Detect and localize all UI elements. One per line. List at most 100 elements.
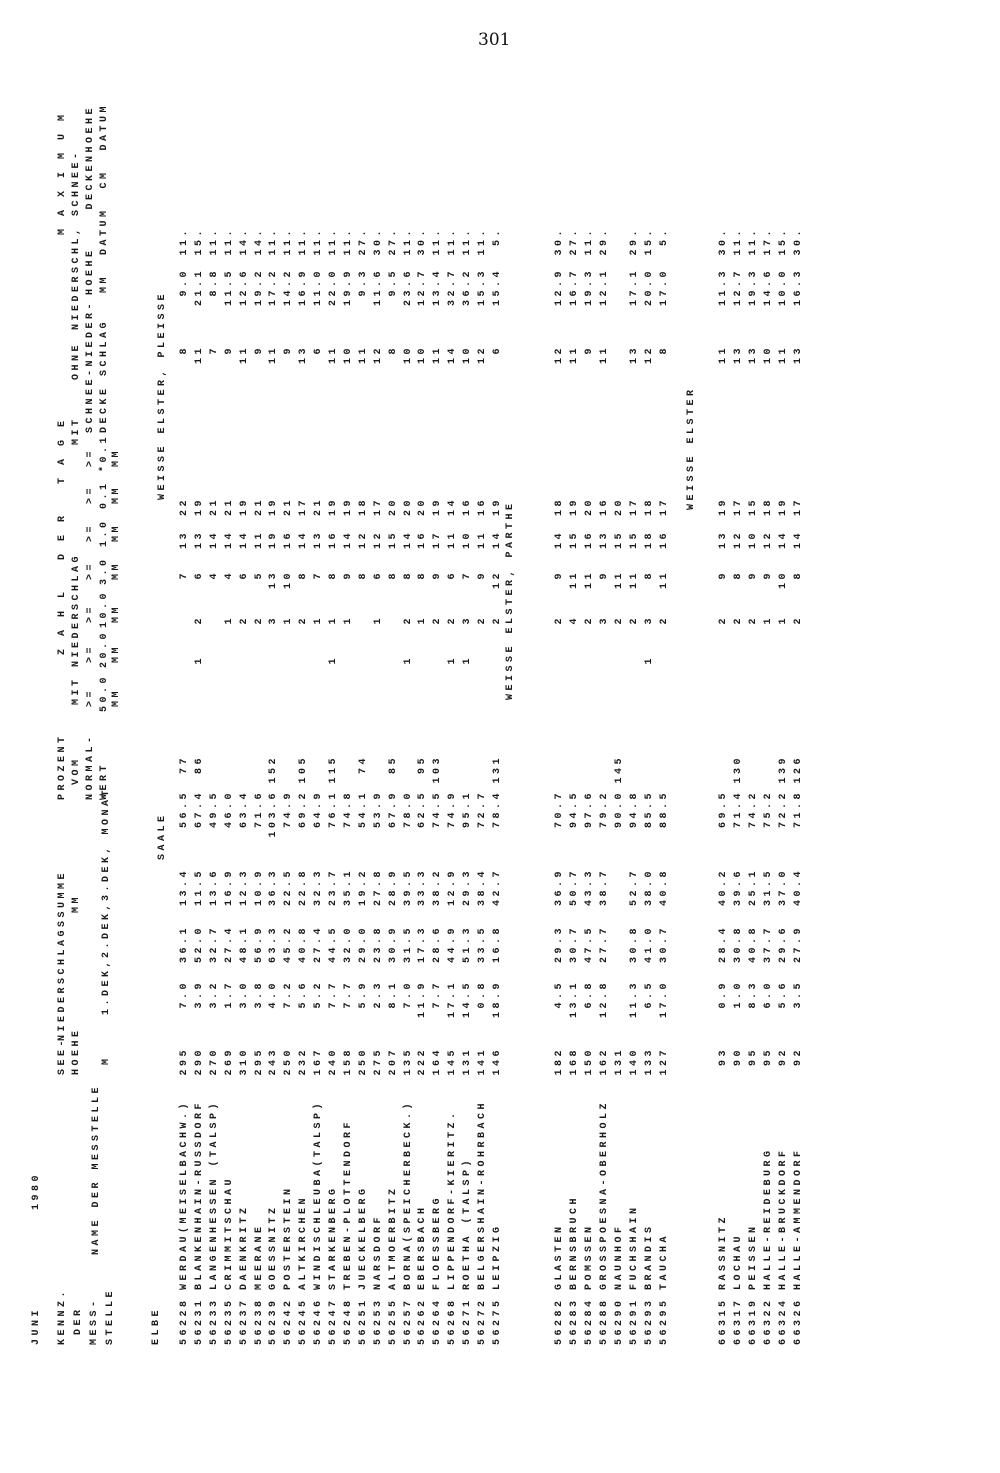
days-header-ohne: OHNE — [71, 341, 82, 380]
height-header-2: HOEHE — [71, 1027, 82, 1075]
threshold-val-6: *0.1 — [99, 433, 110, 472]
station-id: 56283 — [569, 1297, 580, 1345]
days-without-snow: 8 — [179, 345, 190, 355]
sum-decade-3: 36.9 — [554, 868, 565, 907]
station-height: 250 — [357, 1047, 369, 1076]
station-id: 56247 — [328, 1297, 339, 1345]
page-number: 301 — [478, 30, 511, 50]
days-without-snow: 10 — [342, 345, 354, 365]
id-header-3: MESS- — [89, 1297, 100, 1345]
station-name: BLANKENHAIN-RUSSDORF — [193, 1099, 205, 1290]
days-ge-0-1: 20 — [614, 497, 625, 517]
max-precip-date: 11. — [447, 227, 459, 256]
station-name: GLASTEN — [554, 1223, 565, 1290]
station-name: POMSSEN — [584, 1223, 595, 1290]
station-height: 207 — [387, 1047, 399, 1076]
days-without-snow: 6 — [313, 345, 325, 355]
days-ge-0-1: 19 — [718, 497, 729, 517]
station-id: 66326 — [793, 1297, 804, 1345]
station-name: HALLE-REIDEBURG — [763, 1147, 774, 1290]
max-precip-date: 11. — [462, 227, 474, 256]
max-precip-date: 29. — [599, 227, 610, 256]
threshold-val-4: 1.0 — [99, 518, 110, 547]
group-label-parthe: WEISSE ELSTER, PARTHE — [505, 500, 516, 700]
days-without-snow: 11 — [599, 345, 610, 365]
days-ge-0-1: 19 — [569, 497, 580, 517]
station-height: 232 — [298, 1047, 310, 1076]
sum-decade-3: 40.4 — [793, 868, 804, 907]
days-ge-0-1: 21 — [223, 497, 235, 517]
group-label-pleisse: WEISSE ELSTER, PLEISSE — [157, 290, 168, 500]
station-height: 127 — [659, 1047, 670, 1076]
sum-decade-3: 22.8 — [298, 868, 310, 907]
sum-month: 74.9 — [447, 790, 459, 829]
station-name: HALLE-AMMENDORF — [793, 1147, 804, 1290]
station-id: 66319 — [748, 1297, 759, 1345]
station-id: 56255 — [387, 1297, 399, 1345]
station-id: 56268 — [447, 1297, 459, 1345]
station-id: 56237 — [238, 1297, 250, 1345]
max-precip-date: 27. — [357, 227, 369, 256]
station-id: 56245 — [298, 1297, 310, 1345]
station-name: TAUCHA — [659, 1232, 670, 1290]
threshold-ge-4: >= — [85, 522, 96, 542]
days-without-snow: 11 — [268, 345, 280, 365]
station-height: 95 — [763, 1047, 774, 1067]
station-id: 56246 — [313, 1297, 325, 1345]
station-id: 56271 — [462, 1297, 474, 1345]
station-id: 56253 — [372, 1297, 384, 1345]
station-name: CRIMMITSCHAU — [223, 1175, 235, 1290]
station-name: GOESSNITZ — [268, 1204, 280, 1290]
days-without-snow: 12 — [477, 345, 488, 365]
sum-decade-3: 28.9 — [387, 868, 399, 907]
days-without-snow: 7 — [208, 345, 220, 355]
days-ge-0-1: 19 — [342, 497, 354, 517]
percent-of-normal: 95 — [417, 755, 429, 775]
days-ge-0-1: 19 — [491, 497, 503, 517]
days-without-snow: 9 — [253, 345, 265, 355]
days-ge-0-1: 17 — [733, 497, 744, 517]
sum-month: 79.2 — [599, 790, 610, 829]
sum-decade-3: 38.2 — [432, 868, 444, 907]
station-height: 275 — [372, 1047, 384, 1076]
threshold-ge-6: >= — [85, 447, 96, 467]
threshold-ge-0: >= — [85, 687, 96, 707]
sum-month: 74.2 — [748, 790, 759, 829]
sum-month: 95.1 — [462, 790, 474, 829]
station-id: 66324 — [778, 1297, 789, 1345]
station-name: MEERANE — [253, 1223, 265, 1290]
days-ge-0-1: 21 — [208, 497, 220, 517]
station-name: BORNA(SPEICHERBECK.) — [402, 1099, 414, 1290]
sum-header-decades: 1.DEK,2.DEK,3.DEK, MONAT — [101, 786, 112, 1015]
days-without-snow: 12 — [372, 345, 384, 365]
days-without-snow: 9 — [283, 345, 295, 355]
sum-decade-3: 38.4 — [477, 868, 488, 907]
station-id: 56238 — [253, 1297, 265, 1345]
sum-decade-3: 43.3 — [584, 868, 595, 907]
station-name: PEISSEN — [748, 1223, 759, 1290]
sum-decade-3: 25.1 — [748, 868, 759, 907]
station-name: WINDISCHLEUBA(TALSP) — [313, 1099, 325, 1290]
threshold-val-3: 3.0 — [99, 556, 110, 585]
sum-decade-3: 27.8 — [372, 868, 384, 907]
sum-month: 88.5 — [659, 790, 670, 829]
percent-of-normal: 130 — [733, 755, 744, 784]
sum-decade-3: 31.5 — [763, 868, 774, 907]
sum-month: 46.0 — [223, 790, 235, 829]
sum-decade-3: 12.9 — [447, 868, 459, 907]
station-name: FLOESSBERG — [432, 1194, 444, 1290]
days-ge-0-1: 20 — [402, 497, 414, 517]
days-without-snow: 9 — [223, 345, 235, 355]
threshold-val-5: 0.1 — [99, 480, 110, 509]
sum-decade-3: 40.8 — [659, 868, 670, 907]
sum-decade-3: 19.2 — [357, 868, 369, 907]
days-ge-0-1: 17 — [298, 497, 310, 517]
station-height: 93 — [718, 1047, 729, 1067]
station-height: 162 — [599, 1047, 610, 1076]
station-id: 56288 — [599, 1297, 610, 1345]
sum-decade-3: 10.9 — [253, 868, 265, 907]
max-precip-date: 27. — [569, 227, 580, 256]
station-name: TREBEN-PLOTTENDORF — [342, 1118, 354, 1290]
percent-of-normal: 139 — [778, 755, 789, 784]
